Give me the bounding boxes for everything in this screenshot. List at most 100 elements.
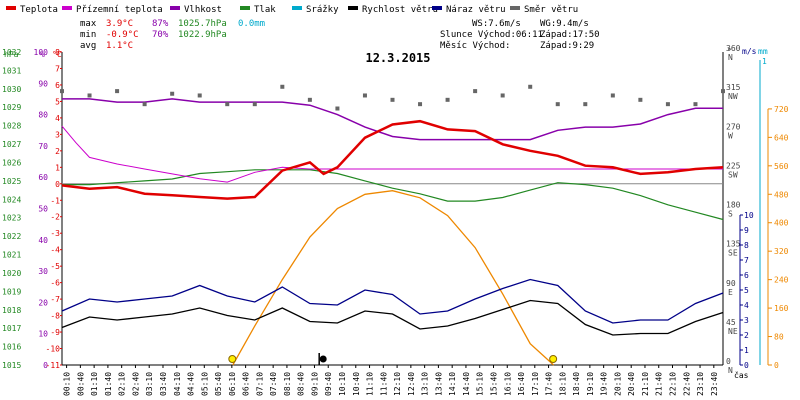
stats-min-hum: 70%	[152, 30, 169, 40]
stats-wg: WG:9.4m/s	[540, 19, 589, 29]
c-tick-label: 6	[55, 81, 60, 90]
x-tick-label: 21:40	[655, 372, 664, 396]
c-tick-label: 4	[55, 114, 60, 123]
plot-area	[60, 84, 725, 366]
pct-tick-label: 30	[38, 267, 48, 276]
pct-tick-label: 10	[38, 330, 48, 339]
c-tick-label: -9	[50, 328, 60, 337]
hpa-tick-label: 1019	[2, 287, 21, 296]
dir-tick-name: N	[728, 366, 733, 375]
wind-direction-point	[225, 102, 230, 107]
wm-tick-label: 0	[774, 361, 779, 370]
hpa-tick-label: 1027	[2, 140, 21, 149]
ms-tick-label: 0	[744, 361, 749, 370]
c-tick-label: -8	[50, 312, 60, 321]
x-tick-label: 17:10	[531, 372, 540, 396]
c-tick-label: 5	[55, 97, 60, 106]
dir-tick-label: 45	[726, 318, 736, 327]
hpa-tick-label: 1018	[2, 306, 21, 315]
wind-direction-point	[693, 102, 698, 107]
sunrise-marker	[228, 355, 237, 363]
pct-tick-label: 0	[43, 361, 48, 370]
legend-label: Přízemní teplota	[76, 5, 163, 15]
x-tick-label: 11:40	[379, 372, 388, 396]
dir-tick-name: E	[728, 288, 733, 297]
x-tick-label: 22:10	[669, 372, 678, 396]
dir-tick-name: SE	[728, 249, 738, 258]
c-tick-label: -7	[50, 295, 60, 304]
wind-direction-point	[721, 89, 725, 94]
stats-slunce-zapad: Západ:17:50	[540, 30, 600, 40]
wm-tick-label: 400	[774, 219, 789, 228]
c-tick-label: -11	[46, 361, 61, 370]
pct-tick-label: 40	[38, 236, 48, 245]
hpa-tick-label: 1024	[2, 195, 21, 204]
x-tick-label: 23:10	[696, 372, 705, 396]
series-line-n-raz-v-tru	[61, 278, 724, 324]
ms-tick-label: 10	[744, 211, 754, 220]
x-tick-label: 03:40	[159, 372, 168, 396]
x-tick-label: 05:10	[200, 372, 209, 396]
ms-tick-label: 3	[744, 316, 749, 325]
ms-tick-label: 1	[744, 346, 749, 355]
stats-slunce: Slunce Východ:06:11	[440, 30, 543, 40]
x-tick-label: 01:10	[90, 372, 99, 396]
legend-swatch	[240, 6, 250, 10]
dir-tick-name: S	[728, 210, 733, 219]
wm-tick-label: 480	[774, 190, 789, 199]
pct-tick-label: 50	[38, 205, 48, 214]
pct-tick-label: 60	[38, 173, 48, 182]
legend-label: Směr větru	[524, 5, 578, 15]
legend-swatch	[510, 6, 520, 10]
wm-tick-label: 80	[774, 333, 784, 342]
legend-swatch	[170, 6, 180, 10]
x-tick-label: 08:10	[283, 372, 292, 396]
dir-tick-label: 135	[726, 240, 741, 249]
ms-tick-label: 7	[744, 256, 749, 265]
chart-title: 12.3.2015	[365, 51, 430, 65]
series-line-tlak	[62, 169, 724, 221]
ms-tick-label: 6	[744, 271, 749, 280]
x-tick-label: 23:40	[710, 372, 719, 396]
x-tick-label: 04:10	[173, 372, 182, 396]
series-line-teplota	[61, 119, 724, 200]
ms-tick-label: 5	[744, 286, 749, 295]
dir-tick-name: W	[728, 131, 733, 140]
wm-tick-label: 160	[774, 304, 789, 313]
c-tick-label: -10	[46, 345, 61, 354]
x-tick-label: 15:10	[476, 372, 485, 396]
legend-label: Náraz větru	[446, 5, 506, 15]
hpa-tick-label: 1020	[2, 269, 21, 278]
dir-tick-label: 0	[726, 357, 731, 366]
wind-direction-point	[87, 93, 92, 98]
hpa-tick-label: 1030	[2, 85, 21, 94]
x-tick-label: 16:10	[503, 372, 512, 396]
x-tick-label: 12:10	[393, 372, 402, 396]
legend-label: Srážky	[306, 5, 339, 15]
x-tick-label: 12:40	[407, 372, 416, 396]
axes: hPa1032103110301029102810271026102510241…	[2, 44, 789, 375]
x-tick-label: 05:40	[214, 372, 223, 396]
x-tick-label: 02:40	[131, 372, 140, 396]
dir-tick-label: 315	[726, 83, 741, 92]
dir-tick-name: NW	[728, 92, 738, 101]
hpa-tick-label: 1023	[2, 214, 21, 223]
legend-label: Vlhkost	[184, 5, 222, 15]
c-tick-label: 7	[55, 64, 60, 73]
x-tick-label: 20:40	[627, 372, 636, 396]
stats-max-label: max	[80, 19, 97, 29]
stats-avg-temp: 1.1°C	[106, 41, 133, 51]
stats-max-hum: 87%	[152, 19, 169, 29]
dir-tick-label: 225	[726, 161, 741, 170]
dir-tick-name: N	[728, 53, 733, 62]
x-tick-label: 14:10	[448, 372, 457, 396]
wind-direction-point	[142, 102, 147, 107]
x-tick-label: 17:40	[545, 372, 554, 396]
c-tick-label: 1	[55, 163, 60, 172]
x-axis: 00:10 00:40 01:10 01:40 02:10 02:40 03:10 03:40…	[63, 365, 749, 396]
hpa-tick-label: 1026	[2, 158, 21, 167]
wm-tick-label: 640	[774, 133, 789, 142]
legend: Teplota Přízemní teplota Vlhkost Tlak Srážky…	[6, 5, 578, 15]
wind-direction-point	[610, 93, 615, 98]
stats-min-temp: -0.9°C	[106, 30, 139, 40]
